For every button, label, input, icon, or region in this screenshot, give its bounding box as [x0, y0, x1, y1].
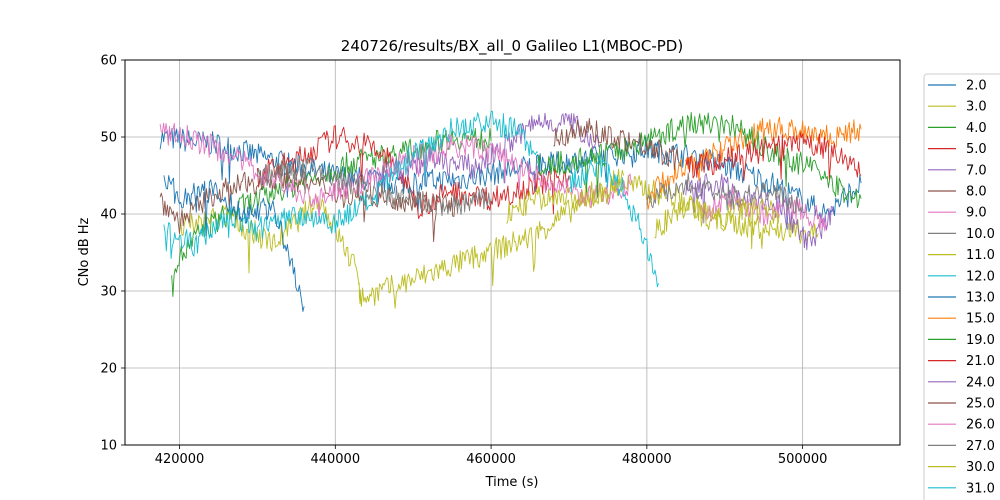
legend-label: 19.0: [966, 333, 995, 348]
x-tick-label: 460000: [466, 452, 516, 467]
legend-label: 9.0: [966, 206, 987, 221]
chart-title: 240726/results/BX_all_0 Galileo L1(MBOC-…: [341, 37, 683, 56]
legend-label: 26.0: [966, 418, 995, 433]
y-tick-label: 40: [100, 208, 117, 223]
series-line-4.0: [171, 128, 492, 297]
series-line-27.0: [646, 172, 804, 214]
y-axis-label: CNo dB Hz: [77, 217, 92, 286]
legend-label: 24.0: [966, 375, 995, 390]
legend-label: 13.0: [966, 291, 995, 306]
x-axis-label: Time (s): [485, 475, 539, 490]
y-tick-label: 20: [100, 362, 117, 377]
legend-label: 5.0: [966, 142, 987, 157]
legend-label: 2.0: [966, 79, 987, 94]
legend: 2.0 3.0 4.0 5.0 7.0 8.0 9.0 10.0 11.0 12.0 13.0 15.…: [923, 73, 1000, 500]
series-line-26.0: [700, 186, 827, 232]
legend-label: 15.0: [966, 312, 995, 327]
legend-label: 4.0: [966, 121, 987, 136]
legend-label: 31.0: [966, 481, 995, 496]
legend-box: [923, 73, 1000, 500]
axis-ticks: 420000 440000 460000 480000 500000 10 20 30 40 50…: [100, 54, 827, 468]
legend-label: 10.0: [966, 227, 995, 242]
series-lines: [159, 110, 862, 312]
legend-label: 7.0: [966, 163, 987, 178]
legend-label: 3.0: [966, 100, 987, 115]
legend-label: 12.0: [966, 269, 995, 284]
legend-label: 27.0: [966, 439, 995, 454]
legend-label: 25.0: [966, 397, 995, 412]
series-line-12.0: [163, 110, 539, 259]
series-line-30.0: [654, 197, 780, 250]
x-tick-label: 420000: [155, 452, 205, 467]
series-line-13.0: [163, 175, 305, 312]
grid: [125, 59, 900, 446]
y-tick-label: 50: [100, 131, 117, 146]
legend-label: 8.0: [966, 185, 987, 200]
series-line-10.0: [256, 156, 492, 217]
x-tick-label: 500000: [778, 452, 828, 467]
series-line-8.0: [159, 164, 461, 243]
series-line-25.0: [553, 118, 679, 171]
legend-label: 21.0: [966, 354, 995, 369]
y-tick-label: 60: [100, 54, 117, 69]
series-line-3.0: [179, 175, 819, 309]
legend-label: 30.0: [966, 460, 995, 475]
plot-frame: [124, 59, 901, 446]
series-line-31.0: [568, 155, 659, 288]
y-tick-label: 30: [100, 285, 117, 300]
series-line-21.0: [685, 132, 862, 181]
series-line-9.0: [159, 122, 632, 223]
series-line-11.0: [506, 168, 624, 224]
y-tick-label: 10: [100, 439, 117, 454]
series-line-5.0: [256, 125, 570, 220]
x-tick-label: 440000: [310, 452, 360, 467]
series-line-19.0: [537, 111, 862, 209]
x-tick-label: 480000: [622, 452, 672, 467]
series-line-15.0: [646, 116, 862, 210]
legend-label: 11.0: [966, 248, 995, 263]
